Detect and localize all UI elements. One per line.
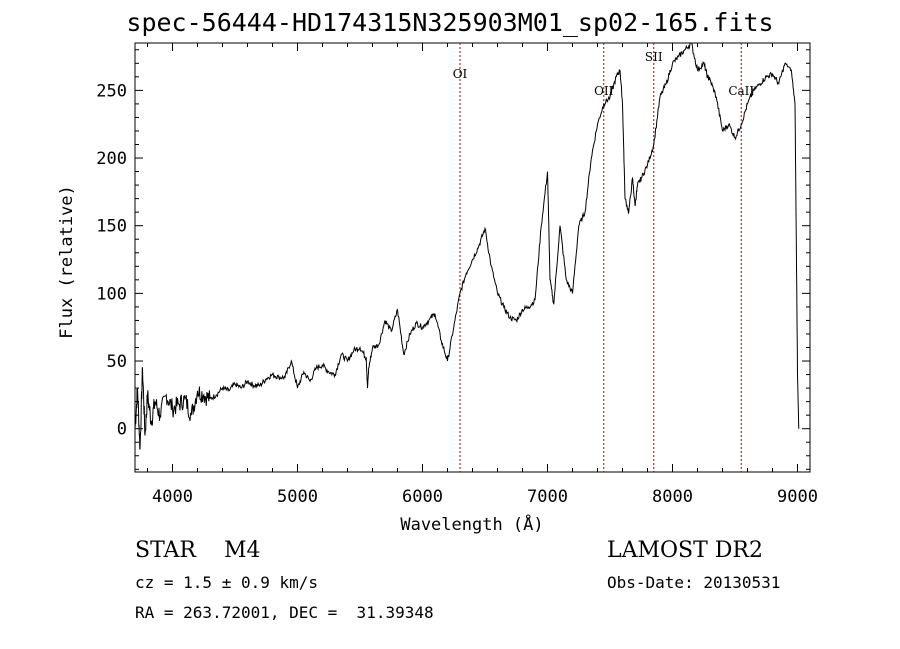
spectral-line-markers: OI OII SII CaII — [453, 43, 754, 472]
spectrum-series-line — [134, 42, 800, 450]
x-tick-label: 8000 — [652, 487, 693, 507]
x-tick-label: 6000 — [402, 487, 443, 507]
y-tick-label: 200 — [96, 149, 127, 169]
coordinates-info: RA = 263.72001, DEC = 31.39348 — [135, 603, 434, 622]
x-tick-label: 9000 — [777, 487, 818, 507]
survey-name: LAMOST DR2 — [607, 538, 763, 563]
x-tick-label: 4000 — [152, 487, 193, 507]
y-axis-label: Flux (relative) — [57, 185, 77, 339]
chart-title: spec-56444-HD174315N325903M01_sp02-165.f… — [126, 8, 774, 37]
y-tick-label: 0 — [117, 420, 127, 440]
line-label-oii: OII — [594, 84, 614, 98]
line-label-caii: CaII — [728, 84, 754, 98]
x-axis-label: Wavelength (Å) — [400, 513, 543, 535]
y-tick-label: 50 — [107, 352, 127, 372]
y-tick-label: 150 — [96, 217, 127, 237]
observation-date: Obs-Date: 20130531 — [607, 573, 781, 592]
x-tick-label: 5000 — [277, 487, 318, 507]
object-class-label: STAR M4 — [135, 538, 261, 563]
plot-frame — [134, 42, 811, 473]
y-axis-ticks: 0 50 100 150 200 250 — [96, 49, 810, 470]
object-type: STAR — [135, 538, 196, 563]
object-subclass: M4 — [223, 538, 261, 563]
line-label-sii: SII — [645, 50, 663, 64]
x-axis-ticks: 4000 5000 6000 7000 8000 9000 — [147, 43, 818, 507]
y-tick-label: 250 — [96, 81, 127, 101]
redshift-info: cz = 1.5 ± 0.9 km/s — [135, 573, 319, 592]
y-tick-label: 100 — [96, 284, 127, 304]
x-tick-label: 7000 — [527, 487, 568, 507]
line-label-oi: OI — [453, 67, 468, 81]
